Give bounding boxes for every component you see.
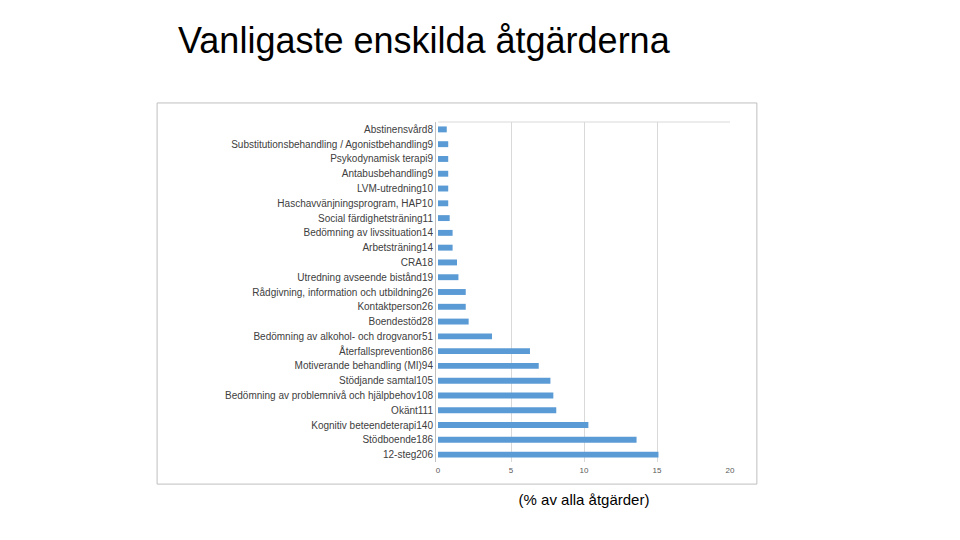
svg-text:Okänt111: Okänt111 [391, 405, 433, 416]
svg-text:Psykodynamisk terapi9: Psykodynamisk terapi9 [330, 153, 433, 164]
svg-text:Boendestöd28: Boendestöd28 [368, 316, 433, 327]
svg-text:0: 0 [436, 466, 441, 475]
svg-text:5: 5 [509, 466, 514, 475]
svg-text:Utredning avseende bistånd19: Utredning avseende bistånd19 [297, 272, 433, 283]
svg-text:10: 10 [580, 466, 589, 475]
svg-text:Återfallsprevention86: Återfallsprevention86 [339, 345, 433, 357]
svg-text:Vanligaste enskilda åtgärderna: Vanligaste enskilda åtgärderna [178, 20, 671, 61]
svg-text:15: 15 [653, 466, 662, 475]
svg-text:Substitutionsbehandling / Agon: Substitutionsbehandling / Agonistbehandl… [231, 139, 433, 150]
svg-text:Stödjande samtal105: Stödjande samtal105 [339, 375, 433, 386]
svg-text:Antabusbehandling9: Antabusbehandling9 [342, 168, 434, 179]
svg-text:Bedömning av livssituation14: Bedömning av livssituation14 [303, 227, 433, 238]
svg-text:CRA18: CRA18 [401, 257, 434, 268]
svg-text:Kontaktperson26: Kontaktperson26 [357, 301, 433, 312]
svg-text:(% av alla åtgärder): (% av alla åtgärder) [519, 491, 650, 508]
svg-text:Social färdighetsträning11: Social färdighetsträning11 [318, 213, 433, 224]
svg-text:12-steg206: 12-steg206 [383, 449, 433, 460]
svg-text:Bedömning av problemnivå och h: Bedömning av problemnivå och hjälpbehov1… [225, 390, 433, 401]
svg-text:Stödboende186: Stödboende186 [362, 434, 433, 445]
svg-text:LVM-utredning10: LVM-utredning10 [357, 183, 433, 194]
svg-text:Bedömning av alkohol- och drog: Bedömning av alkohol- och drogvanor51 [253, 331, 433, 342]
svg-text:Kognitiv beteendeterapi140: Kognitiv beteendeterapi140 [311, 420, 433, 431]
svg-text:Rådgivning, information och ut: Rådgivning, information och utbildning26 [252, 287, 433, 298]
svg-text:Haschavvänjningsprogram, HAP10: Haschavvänjningsprogram, HAP10 [277, 198, 433, 209]
svg-text:Motiverande behandling (MI)94: Motiverande behandling (MI)94 [295, 360, 434, 371]
svg-text:Abstinensvård8: Abstinensvård8 [364, 124, 433, 135]
svg-text:Arbetsträning14: Arbetsträning14 [362, 242, 433, 253]
svg-text:20: 20 [726, 466, 735, 475]
